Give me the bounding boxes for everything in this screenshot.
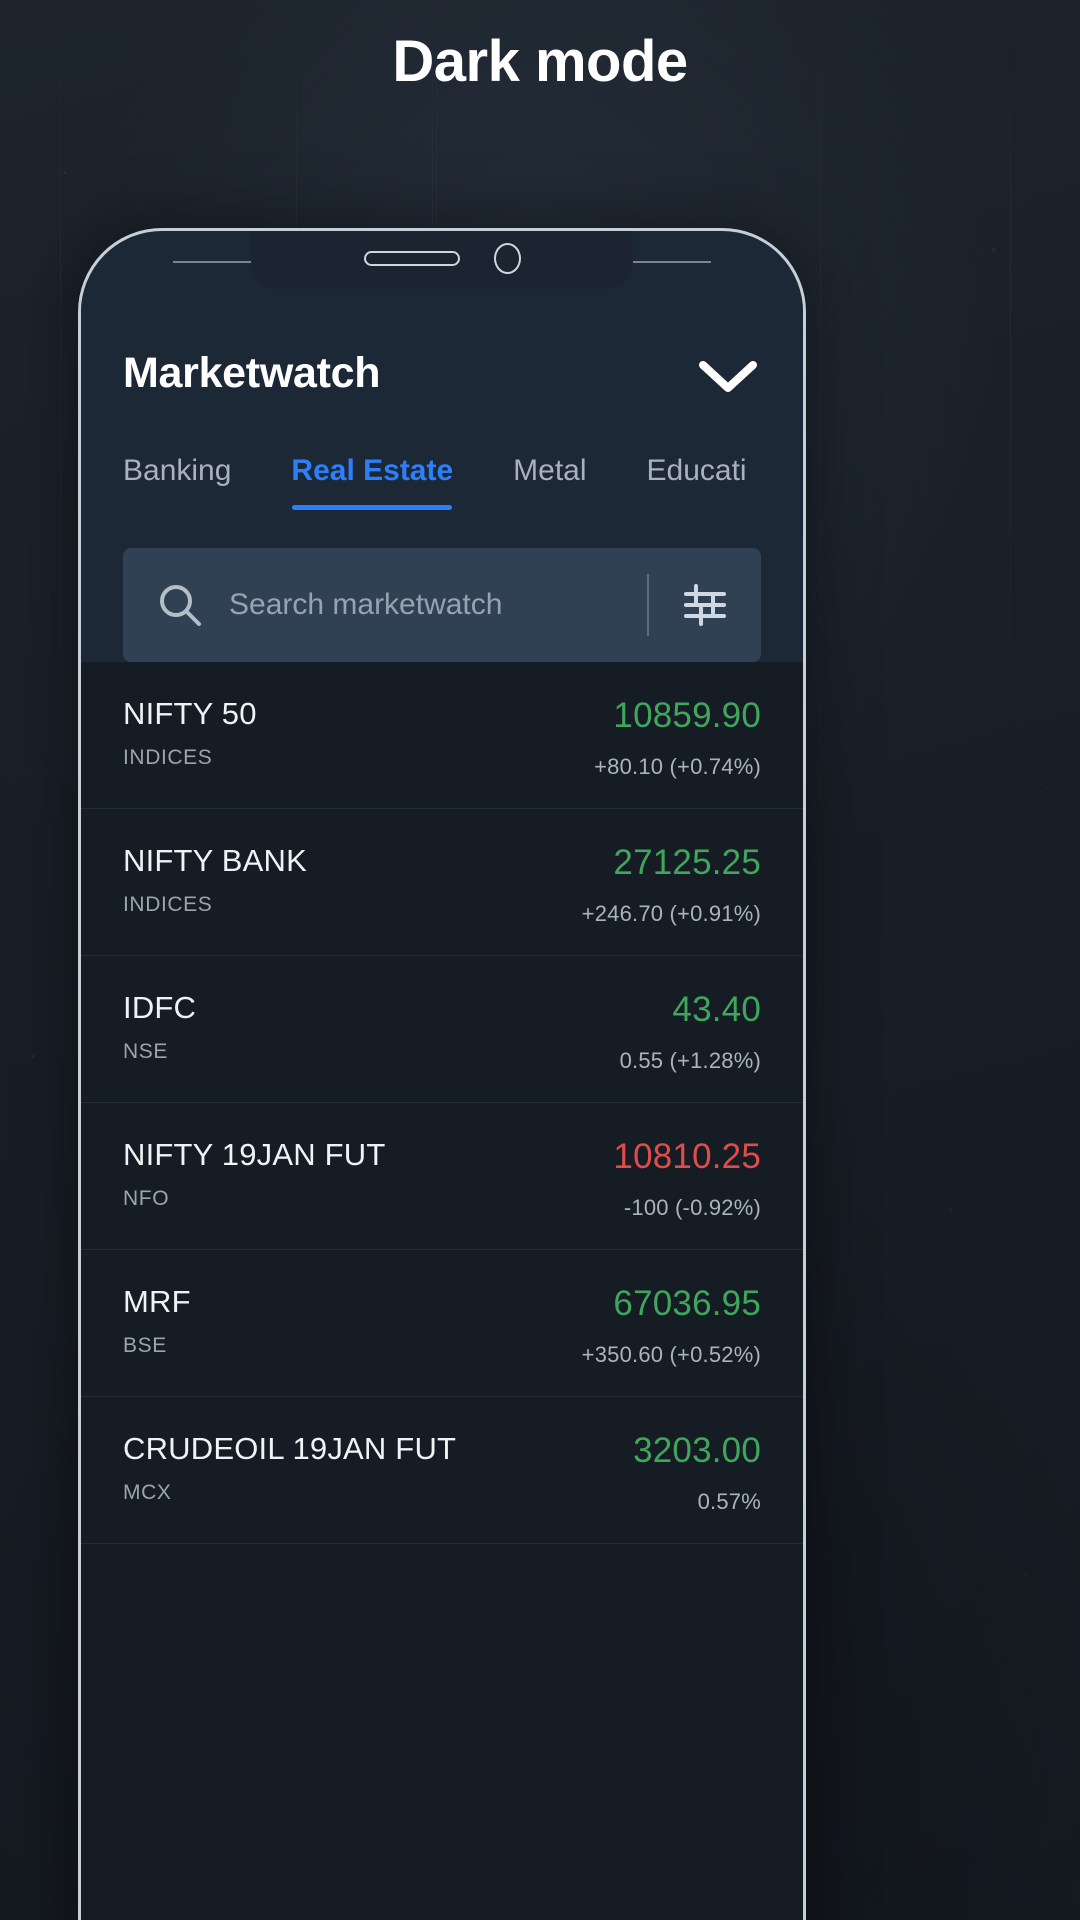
- instrument-quote: 10859.90 +80.10 (+0.74%): [594, 696, 761, 780]
- search-icon: [157, 582, 203, 628]
- instrument-price: 10810.25: [613, 1137, 761, 1176]
- marketwatch-list[interactable]: NIFTY 50 INDICES 10859.90 +80.10 (+0.74%…: [81, 608, 803, 1920]
- speaker-slot-icon: [363, 250, 460, 266]
- phone-shoulder-right: [603, 261, 711, 263]
- app-screen: Marketwatch Banking Real Estate Metal Ed…: [81, 231, 803, 1920]
- instrument-change: -100 (-0.92%): [623, 1195, 761, 1220]
- app-header: Marketwatch Banking Real Estate Metal Ed…: [81, 297, 803, 510]
- instrument-price: 67036.95: [613, 1284, 761, 1323]
- tab-banking[interactable]: Banking: [123, 454, 232, 487]
- front-camera-icon: [493, 242, 521, 274]
- list-item[interactable]: NIFTY 50 INDICES 10859.90 +80.10 (+0.74%…: [81, 662, 803, 809]
- list-item[interactable]: IDFC NSE 43.40 0.55 (+1.28%): [81, 956, 803, 1103]
- instrument-quote: 67036.95 +350.60 (+0.52%): [582, 1284, 761, 1368]
- instrument-change: 0.57%: [697, 1489, 761, 1514]
- search-bar[interactable]: [123, 548, 761, 662]
- instrument-change: 0.55 (+1.28%): [619, 1048, 761, 1073]
- tab-real-estate[interactable]: Real Estate: [291, 454, 453, 510]
- instrument-change: +246.70 (+0.91%): [581, 901, 761, 926]
- phone-mockup: Marketwatch Banking Real Estate Metal Ed…: [78, 228, 806, 1920]
- header-title-row: Marketwatch: [123, 297, 761, 398]
- instrument-exchange: INDICES: [123, 746, 213, 769]
- search-section: [81, 510, 803, 662]
- instrument-change: +350.60 (+0.52%): [581, 1342, 761, 1367]
- instrument-symbol: NIFTY 19JAN FUT: [123, 1137, 386, 1172]
- list-item[interactable]: CRUDEOIL 19JAN FUT MCX 3203.00 0.57%: [81, 1397, 803, 1544]
- instrument-symbol: NIFTY BANK: [123, 843, 308, 878]
- list-item[interactable]: NIFTY BANK INDICES 27125.25 +246.70 (+0.…: [81, 809, 803, 956]
- instrument-exchange: INDICES: [123, 893, 213, 916]
- instrument-exchange: NFO: [123, 1187, 170, 1210]
- tab-bar: Banking Real Estate Metal Educati: [123, 454, 761, 510]
- list-item[interactable]: MRF BSE 67036.95 +350.60 (+0.52%): [81, 1250, 803, 1397]
- instrument-exchange: NSE: [123, 1040, 168, 1063]
- chevron-down-icon[interactable]: [669, 350, 761, 398]
- instrument-exchange: BSE: [123, 1334, 167, 1357]
- instrument-quote: 3203.00 0.57%: [633, 1431, 761, 1515]
- instrument-price: 10859.90: [613, 696, 761, 735]
- phone-shoulder-left: [173, 261, 281, 263]
- tab-education[interactable]: Educati: [646, 454, 747, 487]
- instrument-price: 27125.25: [613, 843, 761, 882]
- page-heading-marketwatch: Marketwatch: [123, 349, 381, 397]
- instrument-symbol: NIFTY 50: [123, 696, 257, 731]
- instrument-info: NIFTY BANK INDICES: [123, 843, 307, 917]
- instrument-info: IDFC NSE: [123, 990, 196, 1064]
- tab-metal[interactable]: Metal: [513, 454, 587, 487]
- instrument-quote: 27125.25 +246.70 (+0.91%): [582, 843, 761, 927]
- instrument-symbol: IDFC: [123, 990, 197, 1025]
- instrument-change: +80.10 (+0.74%): [594, 754, 761, 779]
- instrument-symbol: CRUDEOIL 19JAN FUT: [123, 1431, 457, 1466]
- page-title: Dark mode: [392, 29, 688, 94]
- instrument-quote: 10810.25 -100 (-0.92%): [613, 1137, 761, 1221]
- phone-notch: [251, 231, 633, 289]
- instrument-price: 43.40: [672, 990, 761, 1029]
- sliders-filter-icon[interactable]: [649, 582, 761, 628]
- instrument-info: MRF BSE: [123, 1284, 191, 1358]
- instrument-info: NIFTY 50 INDICES: [123, 696, 257, 770]
- instrument-exchange: MCX: [123, 1481, 172, 1504]
- instrument-symbol: MRF: [123, 1284, 191, 1319]
- instrument-price: 3203.00: [633, 1431, 761, 1470]
- search-input[interactable]: [203, 588, 647, 622]
- instrument-info: NIFTY 19JAN FUT NFO: [123, 1137, 386, 1211]
- list-item[interactable]: NIFTY 19JAN FUT NFO 10810.25 -100 (-0.92…: [81, 1103, 803, 1250]
- search-divider: [647, 574, 649, 636]
- instrument-info: CRUDEOIL 19JAN FUT MCX: [123, 1431, 456, 1505]
- instrument-quote: 43.40 0.55 (+1.28%): [620, 990, 761, 1074]
